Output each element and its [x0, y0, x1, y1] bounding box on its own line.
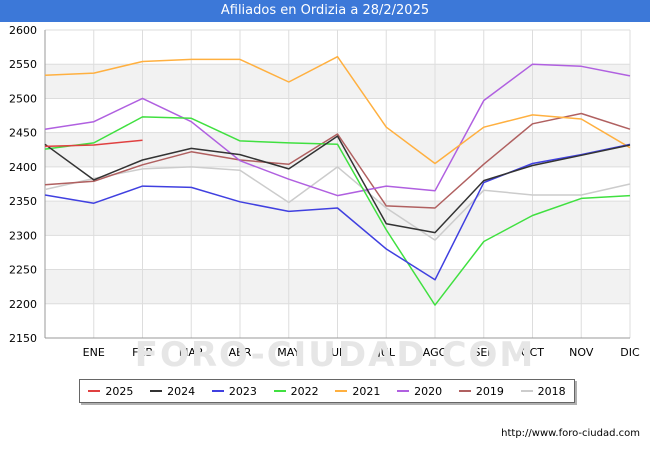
x-tick-label: FEB — [132, 346, 153, 359]
legend-item-2020: 2020 — [397, 385, 442, 398]
x-axis-ticks: ENE FEB MAR ABR MAY JUN JUL AGO SEP OCT NOV DIC — [83, 346, 640, 359]
legend-swatch — [397, 390, 410, 392]
y-tick-label: 2250 — [9, 264, 37, 277]
series-line-2025 — [44, 139, 143, 148]
legend-label: 2019 — [475, 384, 504, 398]
legend-label: 2024 — [167, 384, 196, 398]
x-tick-label: SEP — [473, 346, 494, 359]
y-axis-ticks: 2150 2200 2250 2300 2350 2400 2450 2500 2550 2600 — [9, 24, 37, 345]
series-line-2020 — [44, 63, 631, 197]
x-tick-label: JUL — [377, 346, 396, 359]
source-url: http://www.foro-ciudad.com — [501, 428, 640, 439]
legend-item-2023: 2023 — [211, 384, 257, 398]
x-tick-label: MAR — [179, 346, 204, 359]
series-line-2023 — [44, 143, 631, 281]
legend-item-2024: 2024 — [150, 385, 195, 398]
series-line-2021 — [44, 55, 631, 165]
legend-label: 2025 — [105, 384, 134, 398]
x-tick-label: JUN — [327, 346, 348, 359]
x-tick-label: ABR — [229, 346, 252, 359]
legend-item-2019: 2019 — [458, 384, 504, 398]
x-tick-label: DIC — [620, 346, 640, 359]
series-line-2022 — [44, 116, 631, 306]
chart-title: Afiliados en Ordizia a 28/2/2025 — [0, 0, 650, 22]
y-tick-label: 2550 — [9, 58, 37, 71]
legend-label: 2018 — [537, 384, 566, 398]
y-tick-label: 2350 — [9, 195, 37, 208]
legend-label: 2022 — [290, 384, 319, 398]
series-line-2024 — [44, 135, 631, 234]
y-tick-label: 2200 — [9, 298, 37, 311]
y-tick-label: 2500 — [9, 92, 37, 105]
legend-item-2018: 2018 — [520, 384, 566, 398]
series-line-2019 — [44, 112, 631, 209]
legend-item-2021: 2021 — [335, 385, 380, 398]
x-tick-label: NOV — [569, 346, 594, 359]
legend: 2025 2024 2023 2022 2021 2020 2019 2018 — [79, 379, 575, 403]
legend-swatch — [458, 390, 471, 392]
x-tick-label: ENE — [83, 346, 105, 359]
legend-swatch — [88, 390, 101, 392]
x-tick-label: MAY — [277, 346, 300, 359]
legend-label: 2021 — [352, 384, 381, 398]
series-lines — [44, 55, 631, 306]
y-tick-label: 2150 — [9, 332, 37, 345]
x-tick-label: AGO — [423, 346, 448, 359]
legend-swatch — [335, 390, 348, 392]
legend-swatch — [520, 390, 533, 392]
y-tick-label: 2600 — [9, 24, 37, 37]
legend-swatch — [150, 390, 163, 392]
legend-label: 2023 — [228, 384, 257, 398]
legend-item-2025: 2025 — [88, 385, 133, 398]
x-tick-label: OCT — [521, 346, 544, 359]
legend-swatch — [273, 390, 286, 392]
series-line-2018 — [44, 166, 631, 241]
y-tick-label: 2400 — [9, 161, 37, 174]
legend-swatch — [211, 390, 224, 392]
y-tick-label: 2300 — [9, 229, 37, 242]
legend-item-2022: 2022 — [273, 384, 319, 398]
watermark: FORO-CIUDAD.COM — [135, 335, 536, 375]
legend-label: 2020 — [414, 384, 443, 398]
y-tick-label: 2450 — [9, 127, 37, 140]
